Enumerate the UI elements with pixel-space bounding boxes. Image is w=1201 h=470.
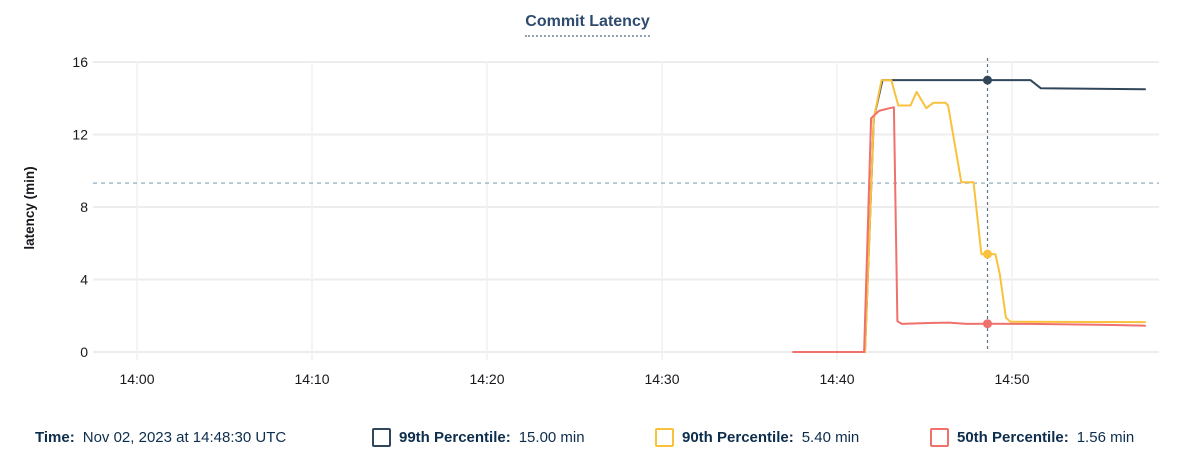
time-value: Nov 02, 2023 at 14:48:30 UTC xyxy=(82,428,287,446)
legend-item-99th-percentile[interactable]: 99th Percentile: 15.00 min xyxy=(372,419,585,455)
series-layer xyxy=(792,79,1146,353)
legend-swatch-99th[interactable] xyxy=(372,427,391,447)
cursor-time-readout: Time: Nov 02, 2023 at 14:48:30 UTC xyxy=(35,419,286,455)
legend-swatch-50th[interactable] xyxy=(930,427,949,447)
chart-footer: Time: Nov 02, 2023 at 14:48:30 UTC 99th … xyxy=(0,419,1201,455)
cursor-dot-50th xyxy=(983,319,992,329)
y-tick-label: 0 xyxy=(80,344,88,360)
legend-value-99th: 15.00 min xyxy=(518,428,585,446)
chart-header: Commit Latency xyxy=(0,13,1175,37)
cursor-dot-99th xyxy=(983,75,992,85)
y-tick-label: 4 xyxy=(80,272,88,288)
annotation-layer xyxy=(93,58,1159,352)
y-axis-title: latency (min) xyxy=(22,166,37,249)
chart-title[interactable]: Commit Latency xyxy=(525,13,650,37)
series-line-99th xyxy=(792,79,1146,353)
x-tick-label: 14:10 xyxy=(294,371,329,387)
legend-label-90th[interactable]: 90th Percentile: xyxy=(682,428,794,446)
latency-line-chart: 0 4 8 12 16 14:00 14:10 14:20 14:30 14:40 14:50 la… xyxy=(22,54,1159,387)
x-tick-label: 14:40 xyxy=(819,371,854,387)
series-line-90th xyxy=(792,79,1146,353)
cursor-dot-90th xyxy=(983,249,992,259)
legend-value-90th: 5.40 min xyxy=(801,428,860,446)
time-label: Time: xyxy=(35,428,75,446)
x-tick-label: 14:30 xyxy=(644,371,679,387)
legend-item-50th-percentile[interactable]: 50th Percentile: 1.56 min xyxy=(930,419,1134,455)
y-tick-label: 16 xyxy=(72,54,88,70)
grid-layer xyxy=(93,61,1159,360)
x-tick-label: 14:00 xyxy=(119,371,154,387)
legend-label-99th[interactable]: 99th Percentile: xyxy=(399,428,511,446)
legend-label-50th[interactable]: 50th Percentile: xyxy=(957,428,1069,446)
cursor-dots-layer xyxy=(983,75,992,329)
y-tick-label: 12 xyxy=(72,127,88,143)
x-tick-label: 14:50 xyxy=(994,371,1029,387)
legend-item-90th-percentile[interactable]: 90th Percentile: 5.40 min xyxy=(655,419,859,455)
x-tick-label: 14:20 xyxy=(469,371,504,387)
axis-labels-layer: 0 4 8 12 16 14:00 14:10 14:20 14:30 14:40 14:50 xyxy=(72,54,1029,387)
y-tick-label: 8 xyxy=(80,199,88,215)
legend-value-50th: 1.56 min xyxy=(1076,428,1135,446)
series-line-50th xyxy=(792,106,1146,353)
legend-swatch-90th[interactable] xyxy=(655,427,674,447)
